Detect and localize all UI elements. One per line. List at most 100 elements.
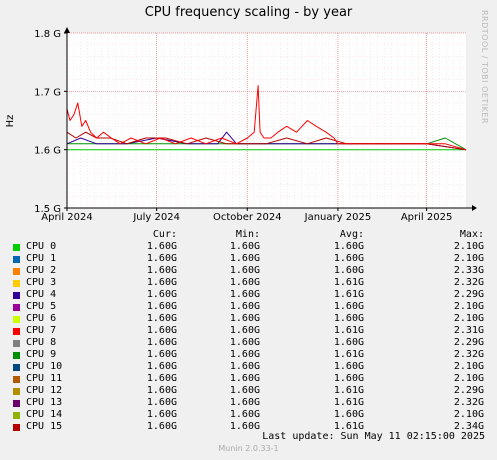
legend-name: CPU 10 xyxy=(26,361,63,372)
legend-avg-value: 1.60G xyxy=(333,253,364,264)
legend-cur-value: 1.60G xyxy=(146,253,177,264)
legend-name: CPU 15 xyxy=(26,421,63,432)
legend-max-value: 2.10G xyxy=(453,241,484,252)
legend-name: CPU 5 xyxy=(26,301,57,312)
legend-max-value: 2.33G xyxy=(453,265,484,276)
legend-max-value: 2.10G xyxy=(453,361,484,372)
legend-max-value: 2.34G xyxy=(453,421,484,432)
legend-min-value: 1.60G xyxy=(229,289,260,300)
legend-cur-value: 1.60G xyxy=(146,385,177,396)
munin-version: Munin 2.0.33-1 xyxy=(218,444,279,453)
legend-avg-value: 1.61G xyxy=(333,421,364,432)
legend-avg-value: 1.61G xyxy=(333,325,364,336)
col-header-max: Max: xyxy=(459,229,484,240)
legend-cur-value: 1.60G xyxy=(146,397,177,408)
legend-cur-value: 1.60G xyxy=(146,373,177,384)
legend-min-value: 1.60G xyxy=(229,253,260,264)
plot-area xyxy=(67,33,466,208)
legend-min-value: 1.60G xyxy=(229,301,260,312)
x-tick-label: October 2024 xyxy=(213,212,282,223)
legend-cur-value: 1.60G xyxy=(146,265,177,276)
legend-avg-value: 1.60G xyxy=(333,409,364,420)
legend-avg-value: 1.60G xyxy=(333,265,364,276)
legend-name: CPU 1 xyxy=(26,253,57,264)
legend-min-value: 1.60G xyxy=(229,361,260,372)
rrdtool-watermark: RRDTOOL / TOBI OETIKER xyxy=(480,10,489,125)
legend-swatch xyxy=(13,328,20,335)
legend-min-value: 1.60G xyxy=(229,277,260,288)
legend-avg-value: 1.61G xyxy=(333,349,364,360)
legend-avg-value: 1.60G xyxy=(333,313,364,324)
legend-name: CPU 6 xyxy=(26,313,57,324)
legend-max-value: 2.32G xyxy=(453,349,484,360)
legend-avg-value: 1.60G xyxy=(333,373,364,384)
legend-cur-value: 1.60G xyxy=(146,313,177,324)
x-axis-arrow xyxy=(472,205,477,211)
legend-swatch xyxy=(13,364,20,371)
legend-avg-value: 1.61G xyxy=(333,385,364,396)
legend-name: CPU 4 xyxy=(26,289,57,300)
legend-row: CPU 0 1.60G 1.60G 1.60G 2.10G xyxy=(0,241,497,253)
legend-name: CPU 14 xyxy=(26,409,63,420)
x-tick-label: April 2025 xyxy=(401,212,452,223)
legend-avg-value: 1.61G xyxy=(333,277,364,288)
col-header-min: Min: xyxy=(235,229,260,240)
legend-max-value: 2.29G xyxy=(453,337,484,348)
legend-cur-value: 1.60G xyxy=(146,361,177,372)
legend-swatch xyxy=(13,244,20,251)
legend-cur-value: 1.60G xyxy=(146,349,177,360)
legend-name: CPU 11 xyxy=(26,373,63,384)
legend-max-value: 2.10G xyxy=(453,409,484,420)
x-tick-label: April 2024 xyxy=(41,212,92,223)
legend-name: CPU 12 xyxy=(26,385,63,396)
legend-avg-value: 1.60G xyxy=(333,241,364,252)
legend-swatch xyxy=(13,400,20,407)
legend-cur-value: 1.60G xyxy=(146,325,177,336)
legend-row: CPU 4 1.60G 1.60G 1.61G 2.29G xyxy=(0,289,497,301)
legend-name: CPU 2 xyxy=(26,265,57,276)
legend-row: CPU 15 1.60G 1.60G 1.61G 2.34G xyxy=(0,421,497,433)
legend-min-value: 1.60G xyxy=(229,373,260,384)
legend-max-value: 2.31G xyxy=(453,325,484,336)
legend-cur-value: 1.60G xyxy=(146,409,177,420)
axes xyxy=(64,27,477,211)
col-header-cur: Cur: xyxy=(152,229,177,240)
legend-row: CPU 12 1.60G 1.60G 1.61G 2.29G xyxy=(0,385,497,397)
legend-min-value: 1.60G xyxy=(229,313,260,324)
legend-avg-value: 1.60G xyxy=(333,361,364,372)
legend-row: CPU 8 1.60G 1.60G 1.60G 2.29G xyxy=(0,337,497,349)
x-tick-label: July 2024 xyxy=(132,212,180,223)
legend-row: CPU 14 1.60G 1.60G 1.60G 2.10G xyxy=(0,409,497,421)
y-tick-label: 1.6 G xyxy=(34,146,61,157)
legend-min-value: 1.60G xyxy=(229,349,260,360)
legend-min-value: 1.60G xyxy=(229,325,260,336)
legend-avg-value: 1.61G xyxy=(333,289,364,300)
legend-swatch xyxy=(13,352,20,359)
legend-name: CPU 9 xyxy=(26,349,57,360)
legend-min-value: 1.60G xyxy=(229,241,260,252)
legend-swatch xyxy=(13,268,20,275)
legend-swatch xyxy=(13,316,20,323)
legend-name: CPU 7 xyxy=(26,325,57,336)
legend-cur-value: 1.60G xyxy=(146,289,177,300)
series-lines xyxy=(66,85,467,151)
legend-min-value: 1.60G xyxy=(229,397,260,408)
legend-max-value: 2.32G xyxy=(453,277,484,288)
legend-name: CPU 8 xyxy=(26,337,57,348)
legend-min-value: 1.60G xyxy=(229,385,260,396)
y-axis-label: Hz xyxy=(5,115,16,128)
legend-swatch xyxy=(13,388,20,395)
legend-row: CPU 6 1.60G 1.60G 1.60G 2.10G xyxy=(0,313,497,325)
x-tick-label: January 2025 xyxy=(304,212,372,223)
legend-cur-value: 1.60G xyxy=(146,241,177,252)
y-tick-label: 1.8 G xyxy=(34,29,61,40)
legend-swatch xyxy=(13,280,20,287)
legend-row: CPU 5 1.60G 1.60G 1.60G 2.10G xyxy=(0,301,497,313)
legend-swatch xyxy=(13,340,20,347)
legend-avg-value: 1.61G xyxy=(333,397,364,408)
col-header-avg: Avg: xyxy=(339,229,364,240)
legend-min-value: 1.60G xyxy=(229,337,260,348)
chart-title: CPU frequency scaling - by year xyxy=(144,5,353,20)
legend-avg-value: 1.60G xyxy=(333,301,364,312)
